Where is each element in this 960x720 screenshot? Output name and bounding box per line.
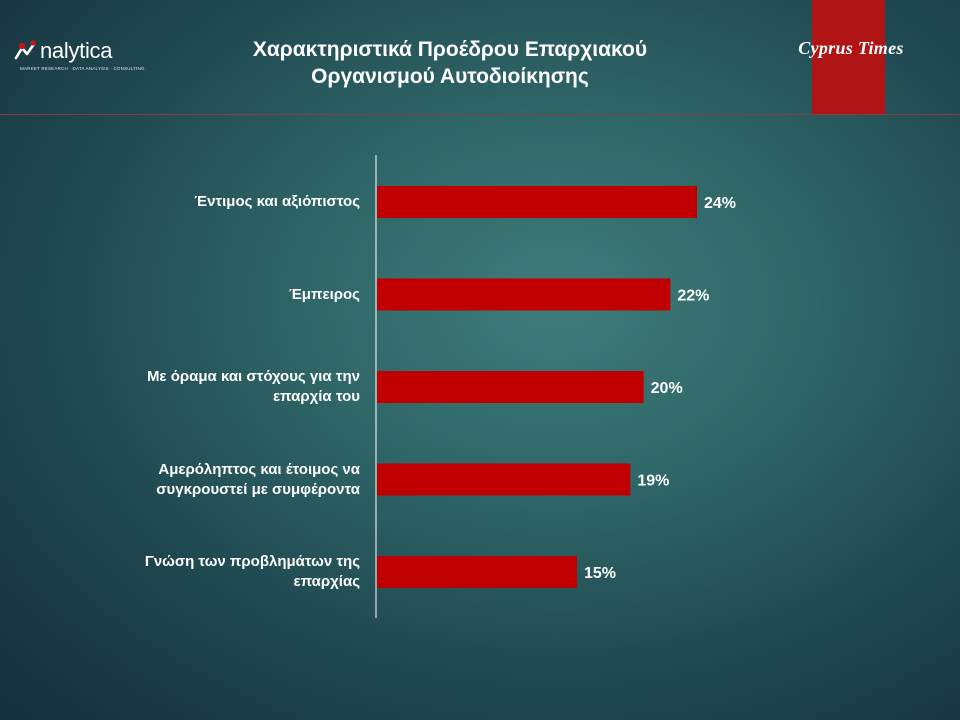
category-label-3: Με όραμα και στόχους για την επαρχία του [60, 367, 360, 407]
category-label-line: Έντιμος και αξιόπιστος [194, 193, 360, 210]
title-line-1: Χαρακτηριστικά Προέδρου Επαρχιακού [252, 38, 648, 61]
bar-1 [377, 186, 697, 218]
analytica-logo-mark-icon [14, 40, 36, 60]
analytica-logo: nalytica MARKET RESEARCH · DATA ANALYSIS… [14, 34, 144, 76]
category-label-line: επαρχίας [293, 573, 360, 590]
bar-5 [377, 556, 577, 588]
logo-tagline: MARKET RESEARCH · DATA ANALYSIS · CONSUL… [20, 66, 145, 71]
bar-2 [377, 278, 671, 311]
brand-accent-strip [812, 0, 885, 114]
title-line-2: Οργανισμού Αυτοδιοίκησης [311, 65, 589, 88]
category-label-line: Αμερόληπτος και έτοιμος να [158, 460, 360, 478]
category-label-line: Έμπειρος [289, 285, 360, 303]
value-label-3: 20% [651, 380, 683, 397]
value-label-5: 15% [584, 565, 616, 582]
bar-4 [377, 463, 631, 496]
category-label-line: επαρχία του [272, 388, 360, 405]
logo-wordmark: nalytica [40, 38, 113, 63]
category-label-line: συγκρουστεί με συμφέροντα [156, 480, 360, 498]
category-label-1: Έντιμος και αξιόπιστος [60, 192, 360, 212]
cyprus-times-brand: Cyprus Times [798, 38, 904, 58]
bar-3 [377, 371, 644, 403]
page-title: Χαρακτηριστικά Προέδρου Επαρχιακού Οργαν… [200, 36, 700, 90]
category-label-line: Με όραμα και στόχους για την [146, 368, 360, 385]
value-label-2: 22% [677, 288, 709, 305]
category-label-line: Γνώση των προβλημάτων της [144, 553, 360, 570]
value-label-1: 24% [704, 195, 736, 212]
category-label-4: Αμερόληπτος και έτοιμος να συγκρουστεί με… [60, 460, 360, 500]
value-label-4: 19% [637, 473, 669, 490]
header-divider [0, 114, 960, 115]
category-label-5: Γνώση των προβλημάτων της επαρχίας [60, 552, 360, 592]
category-label-2: Έμπειρος [60, 285, 360, 305]
